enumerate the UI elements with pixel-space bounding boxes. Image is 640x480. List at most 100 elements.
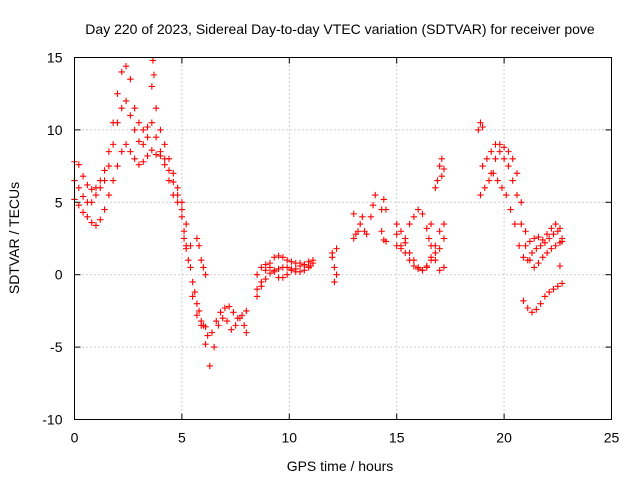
data-point <box>182 242 190 249</box>
data-point <box>543 249 551 257</box>
data-point <box>393 242 400 249</box>
data-point <box>530 235 538 242</box>
plot-frame <box>74 57 612 420</box>
data-point <box>180 228 188 235</box>
data-point <box>507 206 514 213</box>
data-point <box>526 257 534 264</box>
data-point <box>436 228 443 235</box>
data-point <box>200 264 207 271</box>
data-point <box>494 177 501 184</box>
data-point <box>434 177 441 184</box>
data-point <box>425 235 433 242</box>
data-point <box>546 288 553 296</box>
data-point <box>363 230 370 238</box>
data-point <box>152 151 160 158</box>
data-point <box>180 235 188 242</box>
data-point <box>135 119 143 126</box>
data-point <box>475 126 482 134</box>
y-tick-label: -10 <box>42 412 62 428</box>
data-point <box>75 201 82 209</box>
data-point <box>213 317 220 325</box>
data-point <box>535 259 542 267</box>
data-point <box>500 155 508 163</box>
data-point <box>541 293 549 300</box>
data-point <box>378 228 385 235</box>
data-point <box>234 314 241 322</box>
data-point <box>262 261 269 268</box>
data-point <box>423 262 430 270</box>
data-point <box>543 230 551 238</box>
data-point <box>419 210 426 218</box>
data-point <box>109 141 117 148</box>
y-tick-label: 15 <box>47 50 63 66</box>
data-point <box>550 285 557 293</box>
data-point <box>170 178 177 186</box>
data-point <box>488 148 495 155</box>
data-point <box>225 303 233 310</box>
data-point <box>109 177 117 184</box>
data-point <box>432 249 439 257</box>
data-point <box>505 162 512 170</box>
x-tick-label: 25 <box>604 430 620 446</box>
data-point <box>359 213 366 220</box>
data-point <box>333 245 340 252</box>
data-point <box>283 264 291 271</box>
data-point <box>500 144 508 151</box>
data-point <box>511 220 519 228</box>
data-point <box>148 83 156 90</box>
data-point <box>79 209 87 216</box>
data-point <box>75 161 82 168</box>
data-point <box>533 245 540 252</box>
data-point <box>556 262 564 270</box>
data-point <box>292 265 299 273</box>
data-point <box>174 184 181 192</box>
data-point <box>88 199 95 206</box>
data-point <box>279 274 287 281</box>
data-point <box>79 173 87 180</box>
data-point <box>161 155 168 163</box>
data-point <box>202 323 209 331</box>
data-point <box>331 264 338 271</box>
data-point <box>479 123 486 131</box>
data-point <box>152 104 160 112</box>
data-point <box>79 193 87 200</box>
data-point <box>550 230 557 238</box>
data-point <box>127 76 134 83</box>
data-point <box>406 257 413 264</box>
data-point <box>526 238 534 245</box>
data-point <box>131 126 138 134</box>
data-point <box>518 199 525 206</box>
data-point <box>350 210 357 218</box>
data-point <box>436 162 443 170</box>
data-point <box>301 261 308 268</box>
data-point <box>258 283 265 290</box>
data-point <box>505 148 512 155</box>
data-point <box>440 165 448 173</box>
data-point <box>275 252 282 260</box>
data-point <box>165 177 173 184</box>
data-point <box>189 293 196 300</box>
data-point <box>539 236 546 244</box>
data-point <box>114 90 121 97</box>
data-point <box>556 225 564 232</box>
data-point <box>275 265 282 273</box>
data-point <box>288 267 295 274</box>
data-point <box>122 62 130 70</box>
data-point <box>240 322 248 329</box>
data-point <box>380 196 388 203</box>
data-point <box>496 148 504 155</box>
data-point <box>140 126 147 134</box>
data-point <box>271 254 278 261</box>
data-point <box>152 133 160 141</box>
data-point <box>382 206 390 213</box>
chart-title: Day 220 of 2023, Sidereal Day-to-day VTE… <box>85 21 595 37</box>
data-point <box>105 191 113 199</box>
data-point <box>522 242 529 249</box>
data-point <box>131 104 138 112</box>
data-point <box>88 186 95 193</box>
data-point <box>140 158 147 165</box>
data-point <box>329 254 336 261</box>
data-point <box>148 146 156 154</box>
data-point <box>253 271 261 278</box>
data-point <box>221 304 229 312</box>
